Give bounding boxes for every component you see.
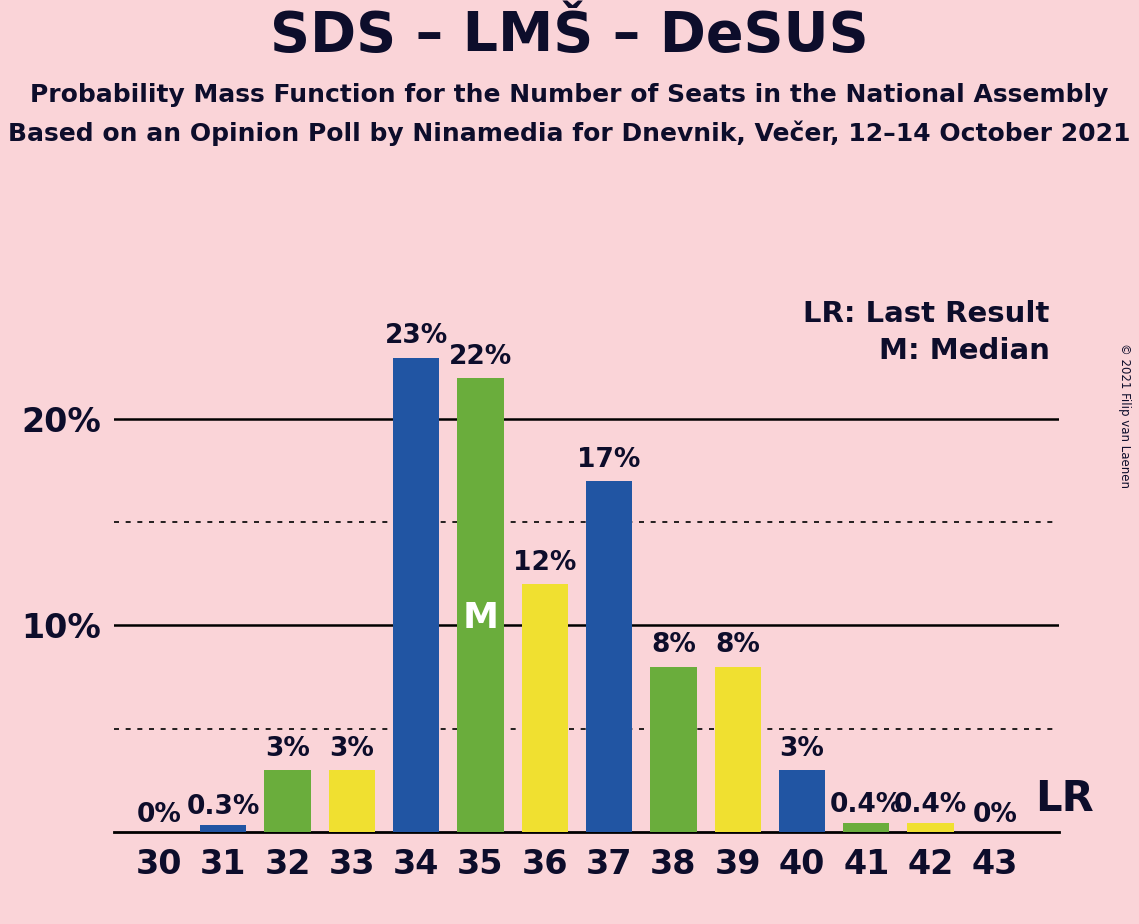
Text: 0%: 0% [137, 802, 181, 828]
Bar [200, 825, 246, 832]
Text: 8%: 8% [652, 632, 696, 659]
Bar [779, 770, 825, 832]
Bar [843, 823, 890, 832]
Text: LR: LR [1035, 778, 1093, 820]
Text: Based on an Opinion Poll by Ninamedia for Dnevnik, Večer, 12–14 October 2021: Based on an Opinion Poll by Ninamedia fo… [8, 120, 1131, 146]
Bar [458, 378, 503, 832]
Text: 8%: 8% [715, 632, 760, 659]
Text: SDS – LMŠ – DeSUS: SDS – LMŠ – DeSUS [270, 9, 869, 63]
Text: Probability Mass Function for the Number of Seats in the National Assembly: Probability Mass Function for the Number… [31, 83, 1108, 107]
Text: 22%: 22% [449, 344, 513, 370]
Text: LR: Last Result: LR: Last Result [803, 299, 1050, 328]
Bar [714, 667, 761, 832]
Bar [522, 584, 568, 832]
Text: 0.4%: 0.4% [894, 792, 967, 819]
Text: © 2021 Filip van Laenen: © 2021 Filip van Laenen [1118, 344, 1131, 488]
Bar [393, 358, 440, 832]
Text: 12%: 12% [513, 550, 576, 576]
Text: 0%: 0% [973, 802, 1017, 828]
Text: 17%: 17% [577, 447, 641, 473]
Bar [650, 667, 697, 832]
Text: 23%: 23% [385, 323, 448, 349]
Bar [908, 823, 953, 832]
Text: M: Median: M: Median [879, 337, 1050, 365]
Text: M: M [462, 602, 499, 636]
Text: 3%: 3% [265, 736, 310, 761]
Text: 0.4%: 0.4% [829, 792, 903, 819]
Bar [264, 770, 311, 832]
Bar [329, 770, 375, 832]
Text: 0.3%: 0.3% [187, 795, 260, 821]
Text: 3%: 3% [779, 736, 825, 761]
Bar [585, 481, 632, 832]
Text: 3%: 3% [329, 736, 375, 761]
